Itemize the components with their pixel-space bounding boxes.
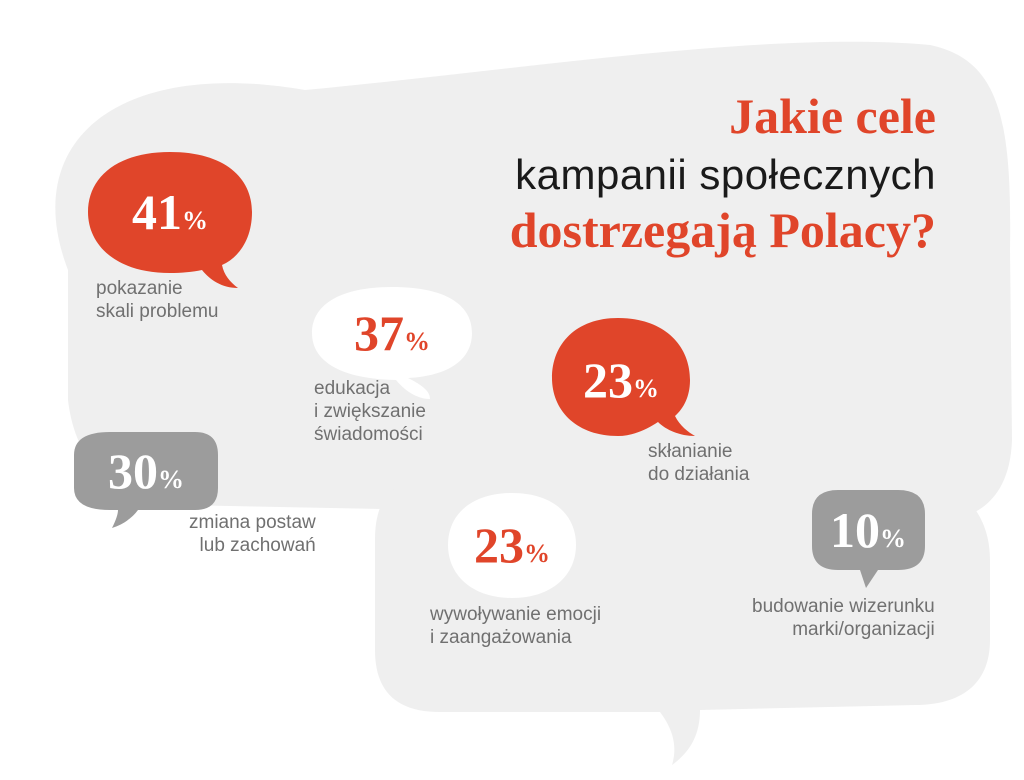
label-brand: budowanie wizerunku marki/organizacji <box>752 596 935 642</box>
value-number: 23 <box>474 517 524 573</box>
value-action: 23% <box>583 351 659 409</box>
value-show-problem: 41% <box>132 183 208 241</box>
label-line: zmiana postaw <box>189 512 316 533</box>
label-line: budowanie wizerunku <box>752 596 935 617</box>
bubble-23-white <box>448 493 576 598</box>
percent-sign: % <box>158 465 184 494</box>
title-line-1: Jakie cele <box>729 88 936 144</box>
label-line: i zwiększanie <box>314 400 426 422</box>
bubble-30 <box>74 432 218 528</box>
value-number: 23 <box>583 352 633 408</box>
label-show-problem: pokazanie skali problemu <box>96 278 219 324</box>
infographic-title: Jakie cele kampanii społecznych dostrzeg… <box>510 88 936 258</box>
percent-sign: % <box>524 539 550 568</box>
value-brand: 10% <box>830 501 906 559</box>
title-line-3: dostrzegają Polacy? <box>509 201 936 258</box>
label-line: świadomości <box>314 423 423 445</box>
label-emotion: wywoływanie emocji i zaangażowania <box>430 604 601 650</box>
label-line: skłanianie <box>648 441 733 462</box>
label-line: marki/organizacji <box>792 618 935 640</box>
percent-sign: % <box>182 206 208 235</box>
label-line: do działania <box>648 463 750 485</box>
label-attitude: zmiana postaw lub zachowań <box>189 512 316 558</box>
value-emotion: 23% <box>474 516 550 574</box>
label-line: lub zachowań <box>199 534 316 556</box>
bubble-23-red <box>552 318 695 436</box>
bubble-37 <box>312 287 472 399</box>
large-speech-bubble-shape <box>55 41 1013 520</box>
label-line: i zaangażowania <box>430 626 572 648</box>
label-line: wywoływanie emocji <box>430 604 602 625</box>
percent-sign: % <box>633 374 659 403</box>
label-line: pokazanie <box>96 278 183 299</box>
title-line-2: kampanii społecznych <box>515 150 936 198</box>
bubble-10 <box>812 490 925 588</box>
percent-sign: % <box>880 524 906 553</box>
label-line: edukacja <box>314 378 391 399</box>
value-number: 10 <box>830 502 880 558</box>
label-action: skłanianie do działania <box>648 441 749 487</box>
bubble-41 <box>88 152 252 288</box>
value-number: 41 <box>132 184 182 240</box>
value-number: 37 <box>354 305 404 361</box>
label-education: edukacja i zwiększanie świadomości <box>314 378 426 446</box>
value-attitude: 30% <box>108 442 184 500</box>
percent-sign: % <box>404 327 430 356</box>
value-number: 30 <box>108 443 158 499</box>
label-line: skali problemu <box>96 300 219 322</box>
value-education: 37% <box>354 304 430 362</box>
